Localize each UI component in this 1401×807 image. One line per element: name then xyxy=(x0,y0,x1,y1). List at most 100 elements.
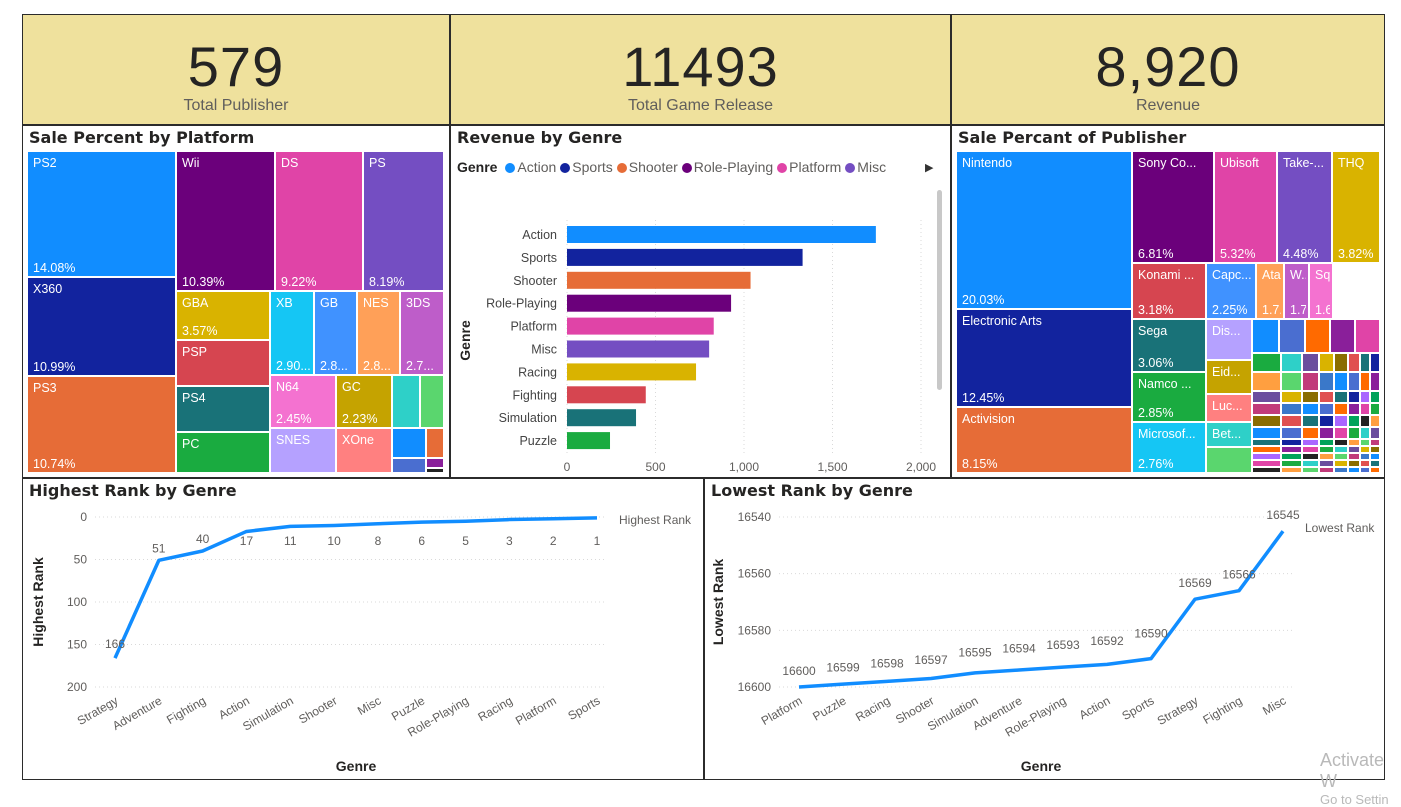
treemap-cell-small[interactable] xyxy=(1281,403,1302,415)
treemap-cell-small[interactable] xyxy=(1370,372,1380,391)
treemap-cell-small[interactable] xyxy=(1370,439,1380,446)
treemap-cell-ds[interactable]: DS 9.22% xyxy=(275,151,363,291)
treemap-cell-ps3[interactable]: PS3 10.74% xyxy=(27,376,176,473)
treemap-cell-small[interactable] xyxy=(1360,427,1370,439)
treemap-cell-small[interactable] xyxy=(1252,427,1281,439)
legend-item-platform[interactable]: Platform xyxy=(777,159,841,175)
legend-item-action[interactable]: Action xyxy=(505,159,556,175)
treemap-cell-small[interactable] xyxy=(1319,415,1334,427)
treemap-cell-small[interactable] xyxy=(1334,403,1348,415)
treemap-cell-small[interactable] xyxy=(1252,467,1281,473)
treemap-cell-small[interactable] xyxy=(1279,319,1305,353)
treemap-cell-small[interactable] xyxy=(426,468,444,473)
treemap-cell-small[interactable] xyxy=(1360,439,1370,446)
treemap-cell-small[interactable] xyxy=(1355,319,1380,353)
treemap-cell-sega[interactable]: Sega 3.06% xyxy=(1132,319,1206,372)
publisher-treemap[interactable]: Nintendo 20.03% Electronic Arts 12.45% Activ… xyxy=(956,151,1380,473)
treemap-cell-gb[interactable]: GB 2.8... xyxy=(314,291,357,375)
treemap-cell-small[interactable] xyxy=(1348,453,1360,460)
publisher-treemap-panel[interactable]: Sale Percant of Publisher Nintendo 20.03%… xyxy=(951,125,1385,478)
treemap-cell-capc[interactable]: Capc... 2.25% xyxy=(1206,263,1256,319)
treemap-cell-small[interactable] xyxy=(1302,439,1319,446)
genre-bar-panel[interactable]: Revenue by Genre Genre Action Sports Shoot… xyxy=(450,125,951,478)
treemap-cell-small[interactable] xyxy=(1360,460,1370,467)
kpi-total-publisher[interactable]: 579 Total Publisher xyxy=(22,14,450,125)
treemap-cell-small[interactable] xyxy=(1319,446,1334,453)
highest-rank-panel[interactable]: Highest Rank by Genre 0 50 100 150 200 166 51 4… xyxy=(22,478,704,780)
treemap-cell-small[interactable] xyxy=(1319,353,1334,372)
treemap-cell-thq[interactable]: THQ 3.82% xyxy=(1332,151,1380,263)
treemap-cell-konami[interactable]: Konami ... 3.18% xyxy=(1132,263,1206,319)
treemap-cell-small[interactable] xyxy=(1360,467,1370,473)
treemap-cell-small[interactable] xyxy=(1319,403,1334,415)
treemap-cell-small[interactable] xyxy=(1319,460,1334,467)
treemap-cell-small[interactable] xyxy=(1302,467,1319,473)
treemap-cell-electronic-arts[interactable]: Electronic Arts 12.45% xyxy=(956,309,1132,407)
treemap-cell-small[interactable] xyxy=(1252,391,1281,403)
treemap-cell-small[interactable] xyxy=(1334,391,1348,403)
platform-treemap[interactable]: PS2 14.08% X360 10.99% PS3 10.74% Wii 10.39% DS 9… xyxy=(27,151,445,473)
treemap-cell-small[interactable] xyxy=(1360,353,1370,372)
treemap-cell-activision[interactable]: Activision 8.15% xyxy=(956,407,1132,473)
treemap-cell-small[interactable] xyxy=(1281,372,1302,391)
treemap-cell-small[interactable] xyxy=(1348,467,1360,473)
treemap-cell-small[interactable] xyxy=(1334,353,1348,372)
treemap-cell-small[interactable] xyxy=(1281,467,1302,473)
legend-item-role-playing[interactable]: Role-Playing xyxy=(681,159,773,175)
kpi-total-game-release[interactable]: 11493 Total Game Release xyxy=(450,14,951,125)
treemap-cell-small[interactable] xyxy=(1348,427,1360,439)
platform-treemap-panel[interactable]: Sale Percent by Platform PS2 14.08% X360 10… xyxy=(22,125,450,478)
treemap-cell-small[interactable] xyxy=(1281,453,1302,460)
treemap-cell-small[interactable] xyxy=(1252,372,1281,391)
treemap-cell-small[interactable] xyxy=(1360,446,1370,453)
treemap-cell-small[interactable] xyxy=(1302,453,1319,460)
treemap-cell-small[interactable] xyxy=(1319,427,1334,439)
treemap-cell-microsof[interactable]: Microsof... 2.76% xyxy=(1132,422,1206,473)
treemap-cell-small[interactable] xyxy=(1334,460,1348,467)
treemap-cell-small[interactable] xyxy=(1319,391,1334,403)
treemap-cell-small[interactable] xyxy=(1319,453,1334,460)
treemap-cell-small[interactable] xyxy=(1319,439,1334,446)
treemap-cell-small[interactable] xyxy=(1334,372,1348,391)
treemap-cell-psp[interactable]: PSP xyxy=(176,340,270,386)
treemap-cell-small[interactable] xyxy=(1252,403,1281,415)
treemap-cell-small[interactable] xyxy=(1370,391,1380,403)
treemap-cell-small[interactable] xyxy=(1334,446,1348,453)
treemap-cell-small[interactable] xyxy=(1330,319,1355,353)
treemap-cell-ps4[interactable]: PS4 xyxy=(176,386,270,432)
treemap-cell-x360[interactable]: X360 10.99% xyxy=(27,277,176,376)
treemap-cell-small[interactable] xyxy=(1360,372,1370,391)
scrollbar[interactable] xyxy=(937,190,942,390)
treemap-cell-small[interactable] xyxy=(1370,446,1380,453)
treemap-cell-gba[interactable]: GBA 3.57% xyxy=(176,291,270,340)
treemap-cell-small[interactable] xyxy=(1348,415,1360,427)
treemap-cell-small[interactable] xyxy=(1302,353,1319,372)
treemap-cell-small[interactable] xyxy=(1281,391,1302,403)
treemap-cell-eid[interactable]: Eid... xyxy=(1206,360,1252,394)
treemap-cell-small[interactable] xyxy=(1370,403,1380,415)
treemap-cell-small[interactable] xyxy=(1302,446,1319,453)
treemap-cell-w[interactable]: W... 1.7... xyxy=(1284,263,1309,319)
treemap-cell-small[interactable] xyxy=(1334,467,1348,473)
treemap-cell-wii[interactable]: Wii 10.39% xyxy=(176,151,275,291)
treemap-cell-small[interactable] xyxy=(1281,446,1302,453)
treemap-cell-3ds[interactable]: 3DS 2.7... xyxy=(400,291,444,375)
treemap-cell-sq[interactable]: Sq... 1.6... xyxy=(1309,263,1333,319)
treemap-cell-small[interactable] xyxy=(1302,415,1319,427)
treemap-cell-small[interactable] xyxy=(1281,353,1302,372)
treemap-cell-xb[interactable]: XB 2.90... xyxy=(270,291,314,375)
treemap-cell-xone[interactable]: XOne xyxy=(336,428,392,473)
treemap-cell-small[interactable] xyxy=(1281,439,1302,446)
treemap-cell-small[interactable] xyxy=(1334,439,1348,446)
treemap-cell-nes[interactable]: NES 2.8... xyxy=(357,291,400,375)
treemap-cell-small[interactable] xyxy=(1360,403,1370,415)
treemap-cell-small[interactable] xyxy=(1302,372,1319,391)
treemap-cell-small[interactable] xyxy=(1370,353,1380,372)
treemap-cell-namco[interactable]: Namco ... 2.85% xyxy=(1132,372,1206,422)
treemap-cell-small[interactable] xyxy=(1252,446,1281,453)
treemap-cell-snes[interactable]: SNES xyxy=(270,428,336,473)
treemap-cell-small[interactable] xyxy=(426,458,444,468)
treemap-cell-small[interactable] xyxy=(392,458,426,473)
treemap-cell-bet[interactable]: Bet... xyxy=(1206,422,1252,447)
treemap-cell-small[interactable] xyxy=(392,375,420,428)
